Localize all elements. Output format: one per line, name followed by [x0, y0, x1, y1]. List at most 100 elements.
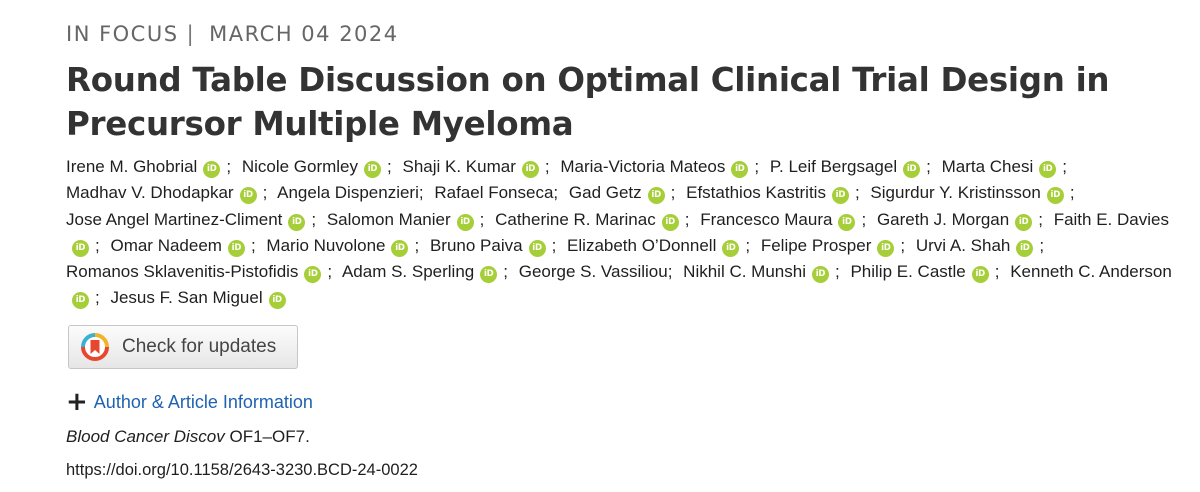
author-separator: ;	[684, 209, 690, 229]
author-name[interactable]: P. Leif Bergsagel	[769, 157, 898, 176]
author-name[interactable]: Irene M. Ghobrial	[66, 157, 198, 176]
orcid-icon[interactable]: iD	[391, 239, 409, 257]
author-name[interactable]: Philip E. Castle	[850, 262, 966, 282]
author-article-information-toggle[interactable]: + Author & Article Information	[66, 387, 313, 417]
author-name[interactable]: Francesco Maura	[700, 209, 833, 229]
orcid-icon[interactable]: iD	[203, 161, 221, 178]
kicker: IN FOCUS | MARCH 04 2024	[66, 22, 399, 46]
orcid-icon[interactable]: iD	[72, 292, 89, 310]
orcid-icon[interactable]: iD	[239, 187, 257, 205]
orcid-icon[interactable]: iD	[227, 239, 245, 257]
author-separator: ;	[834, 262, 840, 282]
plus-icon: +	[66, 387, 88, 417]
orcid-icon[interactable]: iD	[831, 187, 849, 205]
author-separator: ;	[250, 235, 256, 255]
orcid-icon[interactable]: iD	[480, 266, 498, 284]
author-name[interactable]: Jose Angel Martinez-Climent	[66, 209, 283, 229]
author-name[interactable]: Adam S. Sperling	[341, 262, 475, 282]
author-separator: ;	[861, 209, 867, 229]
author-name[interactable]: Catherine R. Marinac	[495, 209, 656, 229]
author-name[interactable]: Rafael Fonseca	[434, 183, 554, 203]
orcid-icon[interactable]: iD	[1046, 187, 1064, 205]
author-separator: ;	[553, 183, 559, 203]
orcid-icon[interactable]: iD	[1039, 161, 1057, 178]
author-name[interactable]: Faith E. Davies	[1053, 209, 1169, 229]
author-name[interactable]: Nikhil C. Munshi	[683, 262, 806, 282]
author-separator: ;	[1062, 157, 1067, 176]
author-name[interactable]: Jesus F. San Miguel	[110, 288, 263, 308]
author-separator: ;	[667, 262, 673, 282]
author-name[interactable]: Marta Chesi	[941, 157, 1034, 176]
orcid-icon[interactable]: iD	[521, 161, 539, 178]
orcid-icon[interactable]: iD	[903, 161, 921, 178]
author-name[interactable]: Sigurdur Y. Kristinsson	[870, 183, 1041, 203]
author-name[interactable]: Kenneth C. Anderson	[1010, 262, 1172, 282]
author-name[interactable]: Efstathios Kastritis	[686, 183, 826, 203]
orcid-icon[interactable]: iD	[304, 266, 322, 284]
orcid-icon[interactable]: iD	[1016, 239, 1034, 257]
orcid-icon[interactable]: iD	[364, 161, 382, 178]
author-name[interactable]: Gareth J. Morgan	[876, 209, 1010, 229]
author-name[interactable]: Bruno Paiva	[429, 235, 523, 255]
orcid-icon[interactable]: iD	[811, 266, 829, 284]
author-name[interactable]: Romanos Sklavenitis-Pistofidis	[66, 262, 299, 282]
orcid-icon[interactable]: iD	[971, 266, 989, 284]
author-separator: ;	[1038, 209, 1043, 229]
category-label[interactable]: IN FOCUS	[66, 22, 179, 46]
orcid-icon[interactable]: iD	[456, 213, 474, 231]
orcid-icon[interactable]: iD	[877, 239, 895, 257]
orcid-icon[interactable]: iD	[72, 239, 89, 257]
author-separator: ;	[994, 262, 1000, 282]
author-name[interactable]: Nicole Gormley	[241, 157, 359, 176]
author-separator: ;	[414, 235, 420, 255]
author-separator: ;	[95, 235, 100, 255]
orcid-icon[interactable]: iD	[288, 213, 306, 231]
doi-link[interactable]: https://doi.org/10.1158/2643-3230.BCD-24…	[66, 461, 418, 479]
author-separator: ;	[754, 157, 760, 176]
author-separator: ;	[926, 157, 931, 176]
author-name[interactable]: Angela Dispenzieri	[277, 183, 419, 203]
author-separator: ;	[670, 183, 676, 203]
author-separator: ;	[327, 262, 333, 282]
author-separator: ;	[503, 262, 508, 282]
orcid-icon[interactable]: iD	[731, 161, 749, 178]
author-separator: ;	[226, 157, 232, 176]
kicker-separator: |	[186, 22, 196, 46]
author-separator: ;	[95, 288, 100, 308]
author-name[interactable]: Mario Nuvolone	[266, 235, 386, 255]
author-name[interactable]: Madhav V. Dhodapkar	[66, 183, 234, 203]
orcid-icon[interactable]: iD	[268, 292, 286, 310]
author-name[interactable]: Omar Nadeem	[110, 235, 222, 255]
author-name[interactable]: George S. Vassiliou	[518, 262, 668, 282]
author-article-information-link[interactable]: Author & Article Information	[93, 391, 313, 412]
crossmark-icon	[81, 333, 109, 361]
orcid-icon[interactable]: iD	[647, 187, 665, 205]
orcid-icon[interactable]: iD	[528, 239, 546, 257]
author-name[interactable]: Salomon Manier	[326, 209, 451, 229]
orcid-icon[interactable]: iD	[661, 213, 679, 231]
orcid-icon[interactable]: iD	[722, 239, 740, 257]
author-name[interactable]: Felipe Prosper	[760, 235, 872, 255]
author-separator: ;	[551, 235, 557, 255]
orcid-icon[interactable]: iD	[1015, 213, 1033, 231]
publication-date: MARCH 04 2024	[209, 22, 399, 46]
author-name[interactable]: Elizabeth O’Donnell	[567, 235, 717, 255]
author-separator: ;	[745, 235, 751, 255]
author-separator: ;	[900, 235, 906, 255]
journal-name: Blood Cancer Discov	[66, 427, 225, 446]
author-separator: ;	[387, 157, 392, 176]
author-separator: ;	[418, 183, 424, 203]
author-separator: ;	[544, 157, 550, 176]
check-for-updates-button[interactable]: Check for updates	[68, 325, 298, 369]
author-name[interactable]: Gad Getz	[568, 183, 642, 203]
author-separator: ;	[1039, 235, 1045, 255]
author-separator: ;	[311, 209, 317, 229]
author-name[interactable]: Urvi A. Shah	[915, 235, 1011, 255]
author-name[interactable]: Shaji K. Kumar	[402, 157, 516, 176]
author-separator: ;	[854, 183, 860, 203]
author-name[interactable]: Maria-Victoria Mateos	[560, 157, 726, 176]
author-separator: ;	[262, 183, 268, 203]
orcid-icon[interactable]: iD	[838, 213, 856, 231]
author-separator: ;	[1069, 183, 1075, 203]
